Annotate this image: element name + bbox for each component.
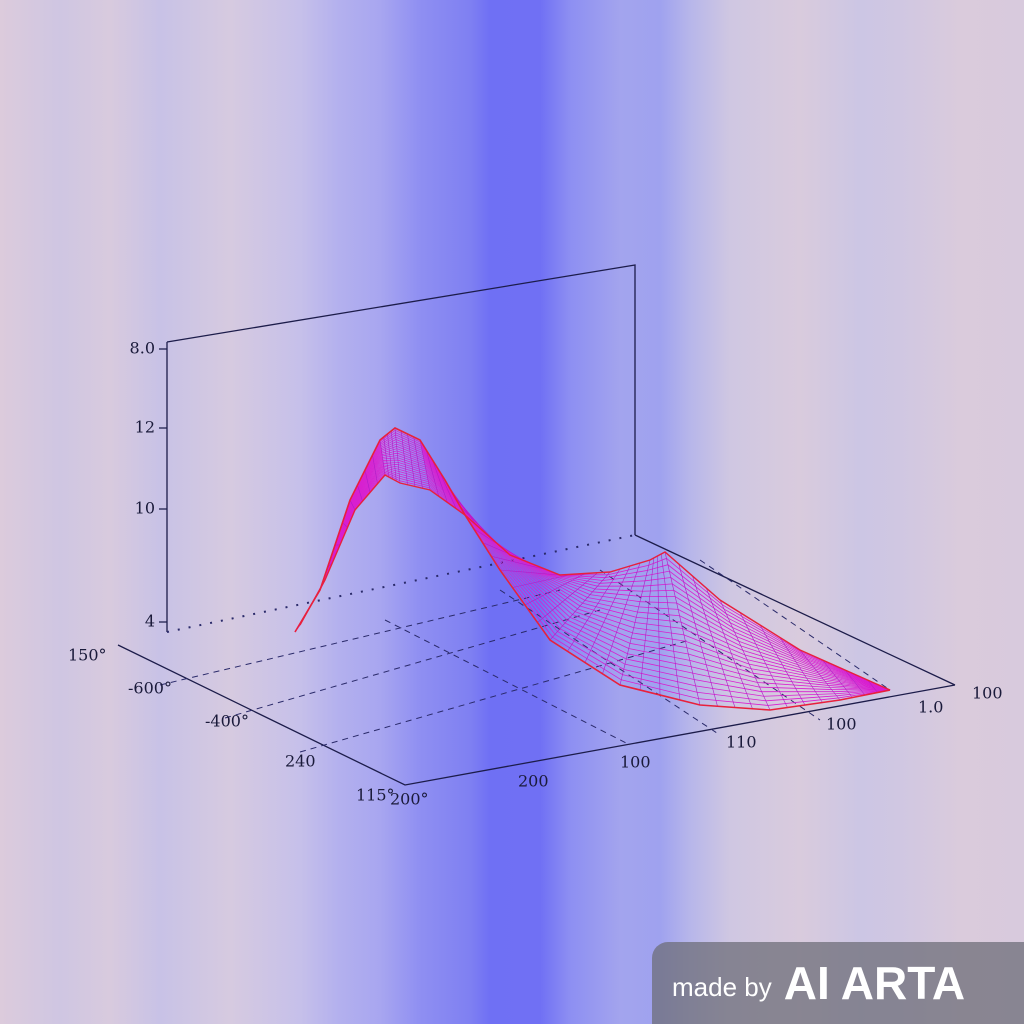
floor-grid [159,559,891,753]
mesh-rib [705,587,753,709]
mesh-rib [400,430,408,485]
mesh-line [296,445,891,691]
back-wall [166,264,636,632]
z-label: 12 [135,418,155,437]
left-label: 150° [68,646,107,665]
left-label: 200° [390,790,429,809]
mesh-rib [383,436,390,478]
mesh-rib [844,669,866,696]
mesh-rib [678,563,718,707]
left-label: -600° [128,679,172,698]
mesh-rib [379,439,386,476]
front-label: 100 [826,715,857,734]
front-label: 200 [518,772,549,791]
watermark-prefix: made by [672,971,772,1002]
floor-axes [117,534,956,786]
mesh-rib [799,649,841,701]
mesh-rib [549,571,611,641]
mesh-line [298,467,891,691]
mesh-rib [454,497,488,536]
front-label: 1.0 [918,698,943,717]
z-label: 10 [135,499,155,518]
mesh-rib [867,679,878,693]
mesh-rib [387,433,393,480]
mesh-rib [822,659,853,698]
mesh-rib [759,624,806,706]
z-label: 4 [145,612,155,631]
mesh-rib [719,599,771,711]
mesh-rib [739,612,788,708]
front-label: 100 [972,684,1003,703]
mesh-rib [413,436,423,489]
front-label: 110 [726,733,757,752]
mesh-rib [657,555,661,696]
mesh-rib [342,522,348,528]
mesh-rib [432,459,448,503]
mesh-rib [499,569,561,576]
mesh-rib [438,469,457,509]
mesh-rib [639,557,655,691]
z-ticks [159,348,167,623]
mesh-rib [524,573,586,606]
mesh-line [298,465,891,691]
mesh-rib [491,555,548,571]
surface-edge [299,474,891,691]
left-label: 240 [285,752,316,771]
mesh-rib [567,568,621,652]
mesh-rib [364,469,371,493]
mesh-rib [602,562,641,674]
mesh-rib [419,439,431,491]
mesh-rib [660,553,681,701]
mesh-rib [390,430,397,482]
watermark: made by AI ARTA [652,942,1024,1024]
mesh-rib [779,637,823,703]
watermark-brand: AI ARTA [783,957,966,1009]
axes-frame [117,264,956,786]
mesh-rib [584,565,631,663]
mesh-rib [394,427,401,484]
mesh-rib [425,449,440,497]
mesh-rib [372,454,378,484]
front-label: 100 [620,753,651,772]
left-label: -400° [205,712,249,731]
mesh-rib [407,433,416,487]
z-label: 8.0 [130,339,155,358]
mesh-rib [692,575,736,708]
mesh-rib [537,572,598,623]
mesh-rib [664,551,701,706]
left-label: 115° [356,786,395,805]
mesh-rib [357,484,363,502]
mesh-rib [349,499,356,511]
surface-mesh [294,427,891,711]
mesh-rib [619,559,651,686]
mesh-rib [512,573,573,588]
